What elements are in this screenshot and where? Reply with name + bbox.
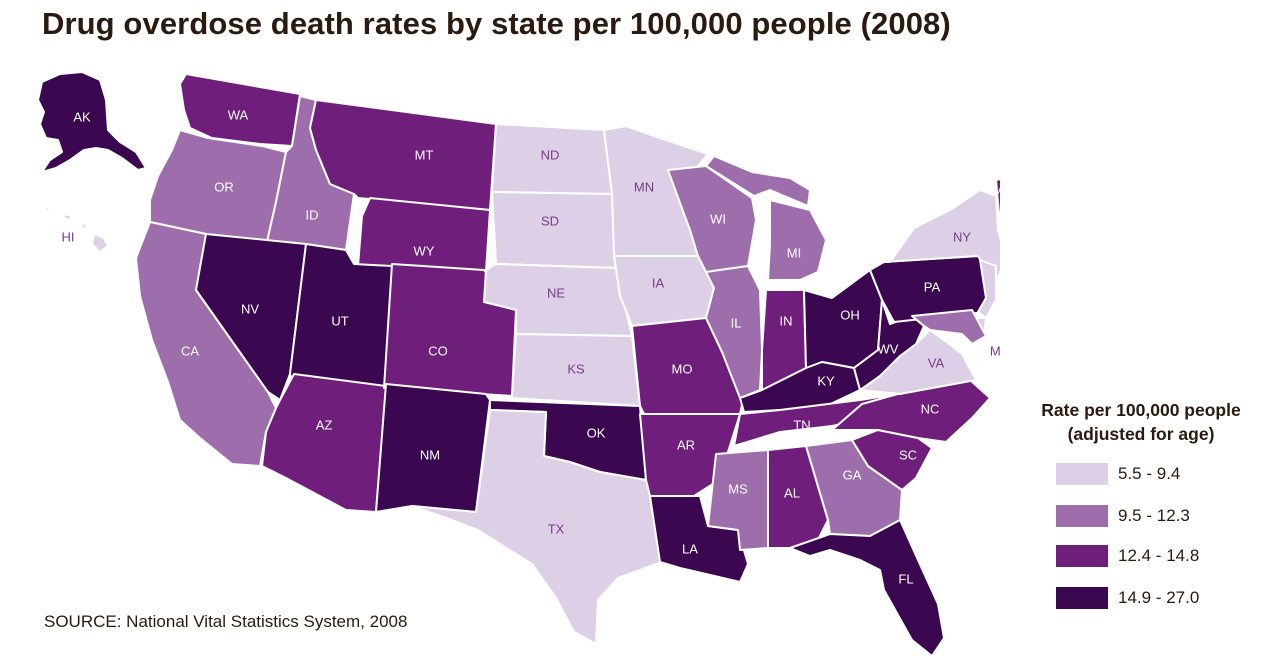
state-label-ut: UT <box>331 313 348 328</box>
state-vt <box>995 178 1000 225</box>
state-label-ar: AR <box>677 437 695 452</box>
state-label-az: AZ <box>316 417 333 432</box>
legend-swatch-1 <box>1056 463 1108 485</box>
state-label-ny: NY <box>953 229 971 244</box>
map-title: Drug overdose death rates by state per 1… <box>42 6 951 41</box>
legend-label-3: 12.4 - 14.8 <box>1118 546 1200 565</box>
state-label-mt: MT <box>415 147 434 162</box>
state-label-nc: NC <box>921 401 940 416</box>
state-labels: AK HI WA OR CA ID NV MT WY UT AZ CO NM ND SD NE KS OK TX MN… <box>62 107 1001 586</box>
legend-swatch-2 <box>1056 505 1108 527</box>
legend-label-1: 5.5 - 9.4 <box>1118 464 1181 483</box>
state-label-wv: WV <box>878 341 899 356</box>
state-label-id: ID <box>306 207 319 222</box>
state-label-mn: MN <box>634 179 654 194</box>
legend-item-4: 14.9 - 27.0 <box>1056 586 1199 610</box>
state-ny <box>883 189 1000 283</box>
state-label-wi: WI <box>710 211 726 226</box>
state-label-mo: MO <box>672 361 693 376</box>
state-label-fl: FL <box>898 571 913 586</box>
state-label-ks: KS <box>567 361 585 376</box>
state-tx <box>411 409 663 645</box>
state-label-in: IN <box>780 313 793 328</box>
state-label-ms: MS <box>728 481 748 496</box>
state-label-nd: ND <box>541 147 560 162</box>
state-label-ga: GA <box>843 467 862 482</box>
state-mi <box>705 155 827 281</box>
legend-title-line2: (adjusted for age) <box>1067 424 1215 444</box>
state-label-ia: IA <box>652 275 665 290</box>
state-label-hi: HI <box>62 229 75 244</box>
legend-item-2: 9.5 - 12.3 <box>1056 504 1190 528</box>
state-hi <box>43 205 109 253</box>
state-md <box>911 309 987 345</box>
state-label-la: LA <box>682 541 698 556</box>
legend-item-1: 5.5 - 9.4 <box>1056 462 1180 486</box>
state-label-mi: MI <box>787 245 801 260</box>
state-label-sd: SD <box>541 213 559 228</box>
state-label-va: VA <box>928 355 945 370</box>
state-label-pa: PA <box>924 279 941 294</box>
state-label-ky: KY <box>817 373 835 388</box>
state-label-il: IL <box>731 315 742 330</box>
state-la <box>649 495 749 583</box>
state-sd <box>491 191 617 269</box>
legend-item-3: 12.4 - 14.8 <box>1056 544 1199 568</box>
state-label-vt: VT <box>994 181 1000 196</box>
state-label-ok: OK <box>587 425 606 440</box>
state-label-al: AL <box>784 485 800 500</box>
state-label-wa: WA <box>228 107 249 122</box>
state-label-tn: TN <box>793 417 810 432</box>
legend-swatch-3 <box>1056 545 1108 567</box>
state-label-wy: WY <box>414 243 435 258</box>
state-label-ca: CA <box>181 343 199 358</box>
us-choropleth-map: AK HI WA OR CA ID NV MT WY UT AZ CO NM ND SD NE KS OK TX MN… <box>37 71 1001 657</box>
state-label-ak: AK <box>73 109 91 124</box>
legend-swatch-4 <box>1056 587 1108 609</box>
state-label-oh: OH <box>840 307 860 322</box>
legend-label-4: 14.9 - 27.0 <box>1118 588 1200 607</box>
state-shapes <box>37 71 1000 657</box>
state-ak <box>37 71 147 173</box>
legend-label-2: 9.5 - 12.3 <box>1118 506 1190 525</box>
state-label-ne: NE <box>547 285 565 300</box>
state-label-sc: SC <box>899 447 917 462</box>
state-fl <box>789 519 945 657</box>
state-label-co: CO <box>428 343 448 358</box>
legend-title: Rate per 100,000 people (adjusted for ag… <box>1010 398 1272 446</box>
state-ia <box>613 255 715 327</box>
legend: Rate per 100,000 people (adjusted for ag… <box>1010 398 1272 609</box>
source-note: SOURCE: National Vital Statistics System… <box>44 612 408 631</box>
legend-title-line1: Rate per 100,000 people <box>1041 400 1241 420</box>
state-label-nm: NM <box>420 447 440 462</box>
state-label-or: OR <box>214 179 234 194</box>
state-label-nv: NV <box>241 301 259 316</box>
state-nc <box>831 379 991 443</box>
state-label-md: MD <box>990 343 1000 358</box>
state-label-tx: TX <box>548 521 565 536</box>
